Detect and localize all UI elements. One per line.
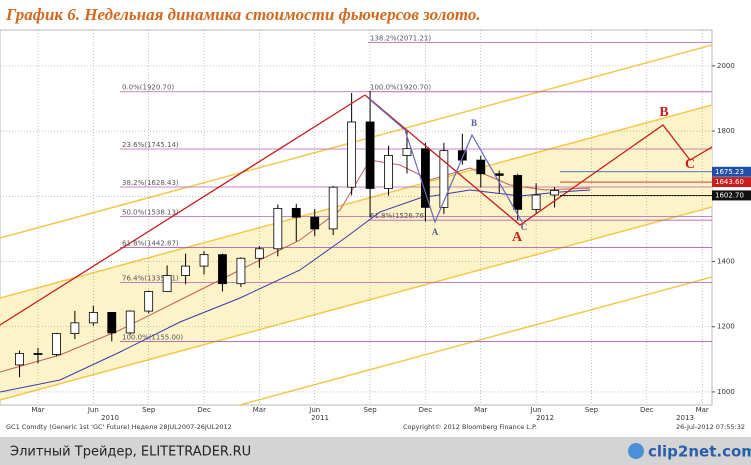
candle-body bbox=[88, 311, 98, 324]
footer-text: GC1 Comdty (Generic 1st 'GC' Future) Нед… bbox=[6, 423, 232, 431]
price-tag bbox=[712, 190, 751, 201]
candle-body bbox=[273, 207, 283, 250]
pattern-label: C bbox=[685, 157, 695, 172]
candle-body bbox=[33, 353, 43, 355]
candle-body bbox=[125, 310, 135, 334]
y-tick-label: 1200 bbox=[717, 323, 735, 331]
fib-label: 0.0%(1920.70) bbox=[122, 84, 174, 92]
year-label: 2012 bbox=[536, 414, 554, 422]
source-bar bbox=[0, 437, 751, 465]
channel-line bbox=[0, 206, 712, 401]
candle-body bbox=[457, 150, 467, 161]
candle-body bbox=[531, 194, 541, 210]
x-tick-label: Mar bbox=[474, 406, 487, 414]
year-label: 2010 bbox=[101, 414, 119, 422]
pattern-label: B bbox=[659, 105, 668, 120]
x-tick-label: Mar bbox=[31, 406, 44, 414]
candle-body bbox=[365, 121, 375, 189]
fib-label: 38.2%(1628.43) bbox=[122, 179, 179, 187]
candle-body bbox=[439, 150, 449, 208]
source-text: Элитный Трейдер, ELITETRADER.RU bbox=[10, 445, 251, 460]
fib-label: 100.0%(1155.00) bbox=[122, 333, 183, 341]
candle-body bbox=[199, 254, 209, 267]
trend-line bbox=[0, 94, 366, 326]
x-tick-label: Jun bbox=[308, 406, 320, 414]
logo-icon bbox=[628, 443, 644, 459]
fib-label: 61.8%(1442.87) bbox=[122, 240, 179, 248]
chart-title: График 6. Недельная динамика стоимости ф… bbox=[5, 5, 481, 24]
year-label: 2013 bbox=[676, 414, 694, 422]
candle-body bbox=[70, 322, 80, 334]
candle-body bbox=[384, 155, 393, 189]
fib-levels: 0.0%(1920.70) 23.6%(1745.14) 38.2%(1628.43… bbox=[120, 35, 712, 342]
candles bbox=[15, 90, 559, 378]
price-tag-label: 1675.23 bbox=[715, 168, 744, 176]
pattern-label: B bbox=[471, 118, 477, 128]
logo: clip2net.com bbox=[648, 443, 751, 461]
footer-text: 26-Jul-2012 07:55:32 bbox=[676, 423, 745, 431]
x-tick-label: Sep bbox=[585, 406, 599, 414]
pattern-label: C bbox=[521, 222, 528, 232]
candle-body bbox=[181, 265, 190, 276]
fib-label: 23.6%(1745.14) bbox=[122, 141, 179, 149]
fib-label: 138.2%(2071.21) bbox=[370, 35, 431, 43]
y-tick-label: 1800 bbox=[717, 127, 735, 135]
candle-body bbox=[291, 207, 301, 218]
abc-pattern bbox=[367, 97, 523, 224]
price-tag bbox=[712, 166, 751, 177]
candle-body bbox=[347, 121, 357, 188]
fib-label: 76.4%(1335.71) bbox=[122, 274, 179, 282]
year-label: 2011 bbox=[311, 414, 329, 422]
candle-body bbox=[494, 173, 504, 176]
fib-label: 50.0%(1538.13) bbox=[122, 208, 179, 216]
candle-body bbox=[218, 254, 227, 285]
price-tag-label: 1602.70 bbox=[715, 191, 744, 199]
candle-body bbox=[162, 275, 172, 292]
x-tick-label: Sep bbox=[142, 406, 156, 414]
candle-body bbox=[144, 291, 154, 312]
fib-label: 100.0%(1920.70) bbox=[370, 84, 431, 92]
pattern-label: A bbox=[432, 227, 439, 237]
candle-body bbox=[52, 333, 61, 355]
x-tick-label: Jun bbox=[530, 406, 542, 414]
channel-line bbox=[236, 276, 712, 405]
candle-body bbox=[15, 353, 24, 366]
candle-body bbox=[328, 186, 338, 230]
y-tick-label: 1000 bbox=[717, 388, 735, 396]
candle-body bbox=[421, 148, 430, 208]
x-tick-label: Mar bbox=[253, 406, 266, 414]
fib-label: 61.8%(1526.76) bbox=[370, 212, 427, 220]
x-axis: Mar Jun Sep Dec Mar Jun Sep Dec Mar Jun Sep Dec Mar2… bbox=[31, 406, 709, 422]
abc-projection bbox=[364, 94, 712, 226]
x-tick-label: Dec bbox=[640, 406, 654, 414]
candle-body bbox=[236, 257, 246, 285]
candle-body bbox=[310, 216, 320, 230]
price-tag bbox=[712, 177, 751, 188]
x-tick-label: Dec bbox=[197, 406, 211, 414]
x-tick-label: Mar bbox=[696, 406, 709, 414]
y-tick-label: 1400 bbox=[717, 258, 735, 266]
x-tick-label: Dec bbox=[419, 406, 433, 414]
candle-body bbox=[513, 175, 523, 210]
candle-body bbox=[254, 248, 264, 259]
x-tick-label: Sep bbox=[363, 406, 377, 414]
candle-body bbox=[550, 190, 559, 196]
x-tick-label: Jun bbox=[87, 406, 99, 414]
candle-body bbox=[402, 148, 412, 156]
candle-body bbox=[476, 159, 486, 175]
y-tick-label: 2000 bbox=[717, 62, 735, 70]
pattern-label: A bbox=[512, 230, 523, 245]
channel-fill bbox=[0, 105, 712, 400]
price-tag-label: 1643.60 bbox=[715, 178, 744, 186]
candle-body bbox=[107, 311, 117, 334]
channel-line bbox=[0, 104, 712, 299]
footer-text: Copyright© 2012 Bloomberg Finance L.P. bbox=[403, 423, 537, 431]
pattern-lines bbox=[0, 94, 712, 326]
